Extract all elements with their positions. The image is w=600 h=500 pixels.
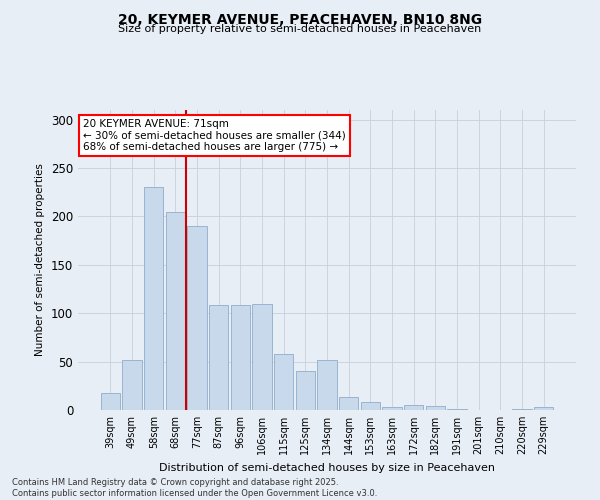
- Y-axis label: Number of semi-detached properties: Number of semi-detached properties: [35, 164, 46, 356]
- Text: 20 KEYMER AVENUE: 71sqm
← 30% of semi-detached houses are smaller (344)
68% of s: 20 KEYMER AVENUE: 71sqm ← 30% of semi-de…: [83, 119, 346, 152]
- Bar: [425, 406, 445, 410]
- Bar: [209, 306, 229, 410]
- Bar: [404, 405, 424, 410]
- X-axis label: Distribution of semi-detached houses by size in Peacehaven: Distribution of semi-detached houses by …: [159, 462, 495, 472]
- Bar: [101, 392, 120, 410]
- Bar: [274, 354, 293, 410]
- Bar: [447, 409, 467, 410]
- Bar: [296, 372, 315, 410]
- Bar: [339, 398, 358, 410]
- Bar: [187, 226, 207, 410]
- Bar: [252, 304, 272, 410]
- Bar: [361, 402, 380, 410]
- Text: 20, KEYMER AVENUE, PEACEHAVEN, BN10 8NG: 20, KEYMER AVENUE, PEACEHAVEN, BN10 8NG: [118, 12, 482, 26]
- Text: Contains HM Land Registry data © Crown copyright and database right 2025.
Contai: Contains HM Land Registry data © Crown c…: [12, 478, 377, 498]
- Bar: [382, 407, 402, 410]
- Bar: [512, 409, 532, 410]
- Bar: [122, 360, 142, 410]
- Bar: [534, 407, 553, 410]
- Bar: [144, 188, 163, 410]
- Bar: [166, 212, 185, 410]
- Bar: [230, 306, 250, 410]
- Text: Size of property relative to semi-detached houses in Peacehaven: Size of property relative to semi-detach…: [118, 24, 482, 34]
- Bar: [317, 360, 337, 410]
